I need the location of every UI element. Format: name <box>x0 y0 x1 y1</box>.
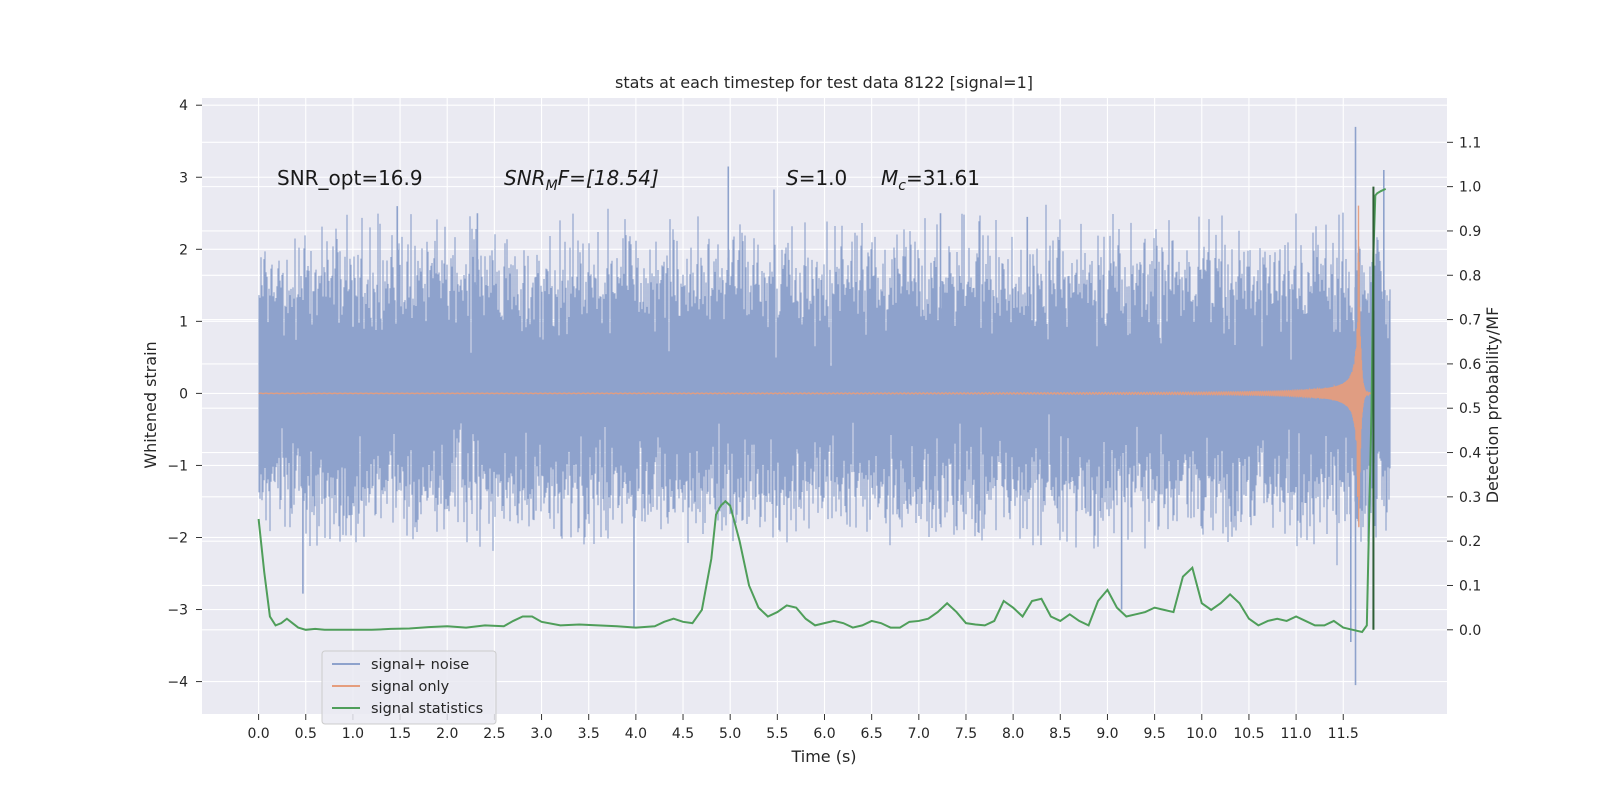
y-right-tick-label: 0.4 <box>1459 446 1481 462</box>
legend-label-signal: signal only <box>371 679 450 695</box>
y-left-tick-label: 0 <box>179 386 188 402</box>
x-tick-label: 10.0 <box>1186 726 1217 742</box>
y-right-tick-label: 1.1 <box>1459 135 1481 151</box>
x-tick-label: 1.5 <box>389 726 411 742</box>
x-tick-label: 3.0 <box>530 726 552 742</box>
x-tick-label: 6.5 <box>861 726 883 742</box>
x-tick-label: 2.0 <box>436 726 458 742</box>
y-left-tick-label: −2 <box>167 530 188 546</box>
x-tick-label: 9.5 <box>1143 726 1165 742</box>
x-tick-label: 3.5 <box>578 726 600 742</box>
y-right-tick-label: 1.0 <box>1459 180 1481 196</box>
y-left-tick-label: 2 <box>179 242 188 258</box>
x-tick-label: 10.5 <box>1233 726 1264 742</box>
y-right-tick-label: 0.5 <box>1459 401 1481 417</box>
annotation-snr-opt: SNR_opt=16.9 <box>277 166 423 190</box>
x-axis-label: Time (s) <box>790 747 856 766</box>
y-axis-right-label: Detection probability/MF <box>1483 307 1502 504</box>
x-tick-label: 0.5 <box>295 726 317 742</box>
y-left-tick-label: 1 <box>179 314 188 330</box>
chart-title: stats at each timestep for test data 812… <box>615 73 1033 92</box>
annotation-s-value: =1.0 <box>799 166 848 190</box>
x-tick-label: 9.0 <box>1096 726 1118 742</box>
x-tick-label: 11.0 <box>1281 726 1312 742</box>
signal-series <box>258 205 1372 528</box>
annotation-mc-value: =31.61 <box>906 166 980 190</box>
legend-label-noise: signal+ noise <box>371 657 469 673</box>
annotation-snr-mf-symbol: SNR <box>504 166 546 190</box>
annotation-snr-mf: SNRMF=[18.54] <box>504 166 659 194</box>
annotation-mc-subscript: c <box>898 178 906 194</box>
x-tick-label: 1.0 <box>342 726 364 742</box>
annotation-snr-mf-italic-f: F=[18.54] <box>558 166 659 190</box>
x-tick-label: 0.0 <box>247 726 269 742</box>
y-left-tick-label: −1 <box>167 458 188 474</box>
y-right-tick-label: 0.0 <box>1459 623 1481 639</box>
annotation-mc: Mc=31.61 <box>881 166 980 194</box>
y-right-tick-label: 0.3 <box>1459 490 1481 506</box>
x-tick-label: 5.0 <box>719 726 741 742</box>
y-right-tick-label: 0.7 <box>1459 313 1481 329</box>
annotation-s: S=1.0 <box>786 166 847 190</box>
y-right-tick-label: 0.6 <box>1459 357 1481 373</box>
x-tick-label: 8.5 <box>1049 726 1071 742</box>
x-tick-label: 4.0 <box>625 726 647 742</box>
annotation-s-symbol: S <box>786 166 799 190</box>
noise-series <box>258 126 1391 686</box>
x-tick-label: 7.0 <box>908 726 930 742</box>
x-tick-label: 4.5 <box>672 726 694 742</box>
y-left-ticks: −4 −3 −2 −1 0 1 2 3 4 <box>167 98 202 691</box>
legend: signal+ noise signal only signal statist… <box>321 650 497 725</box>
y-axis-left-label: Whitened strain <box>141 341 160 468</box>
x-tick-label: 11.5 <box>1328 726 1359 742</box>
y-right-tick-label: 0.2 <box>1459 534 1481 550</box>
y-right-tick-label: 0.9 <box>1459 224 1481 240</box>
annotation-snr-mf-subscript: M <box>546 178 558 194</box>
y-left-tick-label: −4 <box>167 675 188 691</box>
signal-line <box>258 205 1372 528</box>
x-tick-label: 2.5 <box>483 726 505 742</box>
annotation-mc-symbol: M <box>881 166 898 190</box>
y-left-tick-label: 4 <box>179 98 188 114</box>
y-left-tick-label: −3 <box>167 603 188 619</box>
x-tick-label: 8.0 <box>1002 726 1024 742</box>
y-left-tick-label: 3 <box>179 170 188 186</box>
x-tick-label: 6.0 <box>813 726 835 742</box>
stats-line <box>257 187 1387 634</box>
stats-series <box>257 187 1387 634</box>
legend-box <box>321 650 497 725</box>
x-ticks: 0.0 0.5 1.0 1.5 2.0 2.5 3.0 3.5 4.0 4.5 5.0 5.5 6.0 6… <box>247 714 1359 742</box>
y-right-tick-label: 0.8 <box>1459 268 1481 284</box>
legend-label-stats: signal statistics <box>371 701 483 717</box>
y-right-tick-label: 0.1 <box>1459 578 1481 594</box>
y-right-ticks: 0.0 0.1 0.2 0.3 0.4 0.5 0.6 0.7 0.8 0.9 1.0 1.1 <box>1447 135 1481 639</box>
x-tick-label: 7.5 <box>955 726 977 742</box>
x-tick-label: 5.5 <box>766 726 788 742</box>
